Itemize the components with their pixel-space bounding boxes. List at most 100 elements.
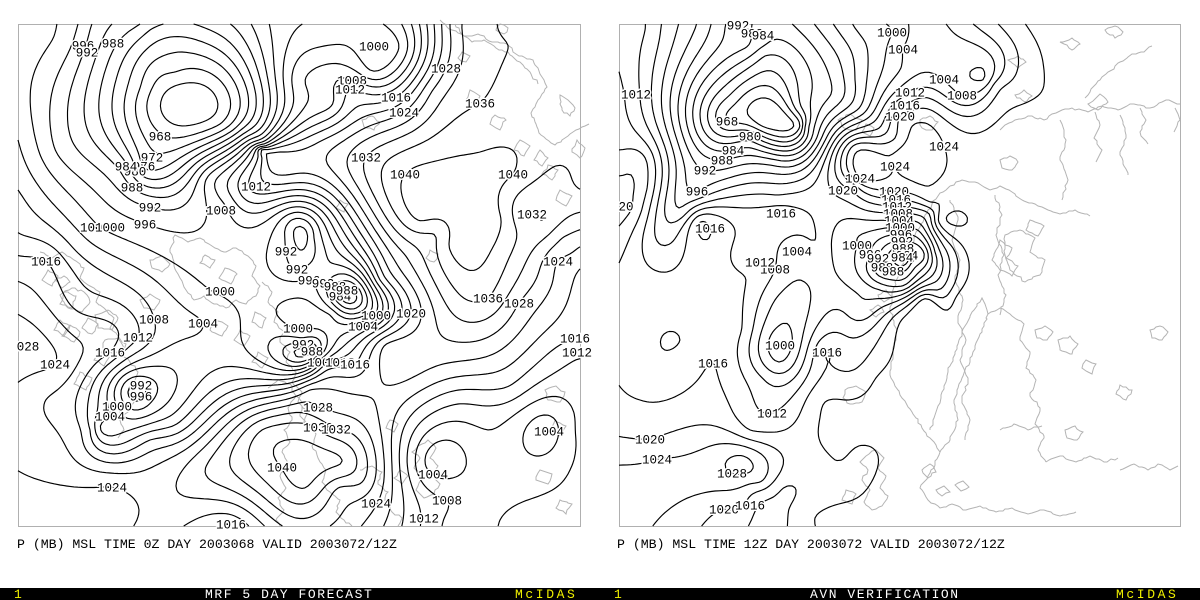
svg-text:1004: 1004 bbox=[884, 214, 914, 228]
svg-text:1000: 1000 bbox=[205, 285, 235, 299]
svg-text:996: 996 bbox=[298, 274, 321, 288]
svg-text:1012: 1012 bbox=[882, 200, 912, 214]
svg-text:1008: 1008 bbox=[337, 74, 367, 88]
svg-text:1040: 1040 bbox=[498, 168, 528, 182]
svg-text:992: 992 bbox=[727, 19, 750, 33]
svg-text:996: 996 bbox=[686, 185, 709, 199]
svg-text:1012: 1012 bbox=[409, 512, 439, 526]
svg-text:992: 992 bbox=[694, 164, 717, 178]
svg-text:984: 984 bbox=[891, 251, 914, 265]
svg-text:1000: 1000 bbox=[359, 40, 389, 54]
svg-text:1016: 1016 bbox=[95, 346, 125, 360]
svg-text:1024: 1024 bbox=[361, 497, 391, 511]
svg-text:1016: 1016 bbox=[812, 346, 842, 360]
svg-text:1024: 1024 bbox=[642, 453, 672, 467]
svg-text:1008: 1008 bbox=[206, 204, 236, 218]
svg-text:1000: 1000 bbox=[95, 221, 125, 235]
svg-text:976: 976 bbox=[133, 160, 156, 174]
svg-text:988: 988 bbox=[711, 154, 734, 168]
svg-text:1024: 1024 bbox=[880, 160, 910, 174]
svg-text:996: 996 bbox=[859, 248, 882, 262]
svg-text:1028: 1028 bbox=[431, 62, 461, 76]
svg-text:1000: 1000 bbox=[765, 339, 795, 353]
svg-text:1000: 1000 bbox=[842, 239, 872, 253]
svg-text:1: 1 bbox=[614, 587, 623, 600]
svg-text:968: 968 bbox=[716, 115, 739, 129]
svg-text:992: 992 bbox=[139, 201, 162, 215]
svg-text:988: 988 bbox=[102, 37, 125, 51]
svg-text:1020: 1020 bbox=[709, 503, 739, 517]
svg-text:1016: 1016 bbox=[31, 255, 61, 269]
svg-text:988: 988 bbox=[301, 345, 324, 359]
svg-text:1008: 1008 bbox=[139, 313, 169, 327]
svg-text:984: 984 bbox=[329, 290, 352, 304]
svg-text:996: 996 bbox=[130, 390, 153, 404]
svg-text:1004: 1004 bbox=[188, 317, 218, 331]
svg-text:980: 980 bbox=[739, 130, 762, 144]
svg-text:984: 984 bbox=[722, 144, 745, 158]
svg-text:980: 980 bbox=[124, 165, 147, 179]
svg-text:MRF 5 DAY FORECAST: MRF 5 DAY FORECAST bbox=[205, 587, 373, 600]
svg-text:1024: 1024 bbox=[929, 140, 959, 154]
svg-text:1012: 1012 bbox=[123, 331, 153, 345]
svg-text:P (MB) MSL TIME 0Z DAY 2003068: P (MB) MSL TIME 0Z DAY 2003068 VALID 200… bbox=[17, 537, 397, 552]
svg-text:984: 984 bbox=[896, 249, 919, 263]
svg-text:1024: 1024 bbox=[543, 255, 573, 269]
svg-text:1012: 1012 bbox=[745, 256, 775, 270]
svg-text:1016: 1016 bbox=[890, 99, 920, 113]
svg-text:984: 984 bbox=[752, 29, 775, 43]
svg-text:1004: 1004 bbox=[782, 245, 812, 259]
svg-text:1004: 1004 bbox=[888, 43, 918, 57]
svg-text:1040: 1040 bbox=[390, 168, 420, 182]
svg-text:968: 968 bbox=[149, 130, 172, 144]
svg-text:1012: 1012 bbox=[621, 88, 651, 102]
svg-text:1032: 1032 bbox=[517, 208, 547, 222]
svg-text:1008: 1008 bbox=[947, 89, 977, 103]
svg-text:1008: 1008 bbox=[307, 356, 337, 370]
svg-text:1004: 1004 bbox=[348, 320, 378, 334]
svg-text:992: 992 bbox=[286, 263, 309, 277]
svg-text:988: 988 bbox=[741, 27, 764, 41]
svg-text:1020: 1020 bbox=[828, 184, 858, 198]
svg-text:P (MB) MSL TIME 12Z DAY 200307: P (MB) MSL TIME 12Z DAY 2003072 VALID 20… bbox=[617, 537, 1005, 552]
svg-text:1012: 1012 bbox=[241, 180, 271, 194]
svg-text:992: 992 bbox=[891, 235, 914, 249]
svg-text:992: 992 bbox=[867, 252, 890, 266]
svg-text:996: 996 bbox=[890, 228, 913, 242]
svg-text:1036: 1036 bbox=[465, 97, 495, 111]
svg-text:1000: 1000 bbox=[885, 221, 915, 235]
svg-text:988: 988 bbox=[882, 265, 905, 279]
svg-text:AVN VERIFICATION: AVN VERIFICATION bbox=[810, 587, 960, 600]
svg-text:988: 988 bbox=[336, 284, 359, 298]
svg-text:988: 988 bbox=[324, 280, 347, 294]
svg-text:1016: 1016 bbox=[698, 357, 728, 371]
svg-text:1008: 1008 bbox=[883, 207, 913, 221]
svg-text:1004: 1004 bbox=[929, 73, 959, 87]
svg-text:1020: 1020 bbox=[635, 433, 665, 447]
svg-text:1024: 1024 bbox=[40, 358, 70, 372]
svg-text:1000: 1000 bbox=[361, 309, 391, 323]
svg-text:992: 992 bbox=[76, 46, 99, 60]
svg-text:1008: 1008 bbox=[760, 263, 790, 277]
svg-text:1: 1 bbox=[14, 587, 23, 600]
svg-text:1016: 1016 bbox=[340, 358, 370, 372]
svg-text:1012: 1012 bbox=[757, 407, 787, 421]
svg-text:1016: 1016 bbox=[881, 193, 911, 207]
svg-text:996: 996 bbox=[72, 39, 95, 53]
svg-text:1008: 1008 bbox=[432, 494, 462, 508]
svg-text:20: 20 bbox=[618, 200, 633, 214]
svg-text:028: 028 bbox=[17, 340, 40, 354]
svg-text:1028: 1028 bbox=[717, 467, 747, 481]
svg-text:992: 992 bbox=[275, 245, 298, 259]
svg-text:992: 992 bbox=[312, 277, 335, 291]
svg-text:1012: 1012 bbox=[335, 83, 365, 97]
svg-text:988: 988 bbox=[121, 181, 144, 195]
svg-text:1004: 1004 bbox=[534, 425, 564, 439]
svg-text:1012: 1012 bbox=[895, 86, 925, 100]
svg-text:988: 988 bbox=[892, 242, 915, 256]
svg-text:992: 992 bbox=[130, 379, 153, 393]
svg-text:McIDAS: McIDAS bbox=[515, 587, 577, 600]
svg-text:1016: 1016 bbox=[735, 499, 765, 513]
svg-text:1000: 1000 bbox=[877, 26, 907, 40]
svg-text:1000: 1000 bbox=[102, 400, 132, 414]
